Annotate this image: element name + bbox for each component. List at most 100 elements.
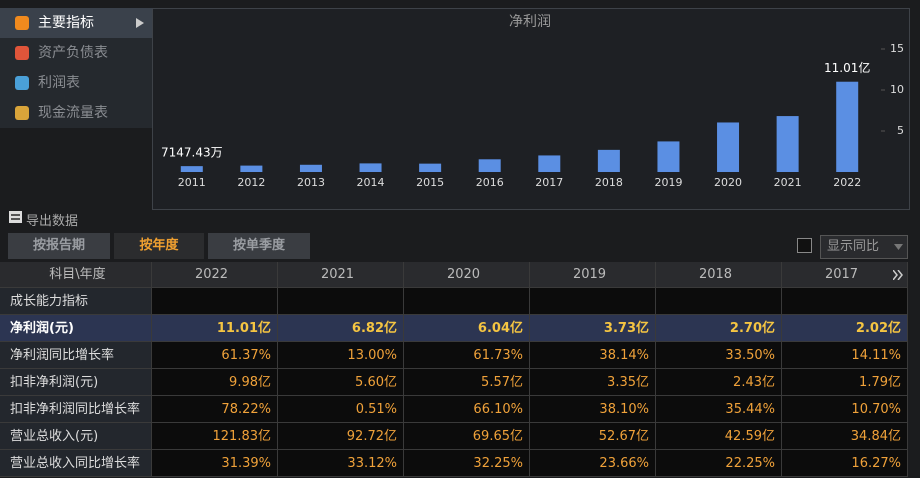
more-columns[interactable] — [893, 270, 903, 280]
bar — [717, 122, 740, 172]
value-cell: 5.57亿 — [404, 369, 530, 396]
value-label: 11.01亿 — [824, 60, 870, 75]
value-cell: 69.65亿 — [404, 423, 530, 450]
tab[interactable]: 按报告期 — [8, 233, 110, 259]
value-cell: 31.39% — [152, 450, 278, 477]
header-cell: 2022 — [152, 262, 278, 288]
sidebar-icon — [15, 106, 29, 120]
value-cell: 52.67亿 — [530, 423, 656, 450]
value-cell: 38.14% — [530, 342, 656, 369]
value-cell: 78.22% — [152, 396, 278, 423]
value-cell: 61.73% — [404, 342, 530, 369]
x-tick-label: 2021 — [774, 176, 802, 189]
value-cell: 23.66% — [530, 450, 656, 477]
sidebar-icon — [15, 46, 29, 60]
bar — [419, 163, 442, 172]
value-cell: 33.12% — [278, 450, 404, 477]
x-tick-label: 2013 — [297, 176, 325, 189]
value-cell: 14.11% — [782, 342, 908, 369]
value-cell — [404, 288, 530, 315]
y-tick-label: 10 — [890, 83, 904, 96]
value-cell: 6.04亿 — [404, 315, 530, 342]
y-tick-label: 5 — [897, 124, 904, 137]
header-cell: 2019 — [530, 262, 656, 288]
value-cell — [656, 288, 782, 315]
yoy-checkbox[interactable] — [797, 238, 812, 253]
bar — [776, 116, 799, 172]
bar — [240, 165, 263, 172]
header-cell: 2021 — [278, 262, 404, 288]
bar — [657, 141, 680, 172]
row-label: 营业总收入(元) — [0, 423, 152, 450]
x-tick-label: 2018 — [595, 176, 623, 189]
value-cell: 35.44% — [656, 396, 782, 423]
value-cell: 121.83亿 — [152, 423, 278, 450]
value-cell: 42.59亿 — [656, 423, 782, 450]
value-cell: 3.35亿 — [530, 369, 656, 396]
x-tick-label: 2020 — [714, 176, 742, 189]
value-cell: 6.82亿 — [278, 315, 404, 342]
header-cell: 科目\年度 — [0, 262, 152, 288]
value-cell — [782, 288, 908, 315]
header-cell: 2020 — [404, 262, 530, 288]
value-cell: 13.00% — [278, 342, 404, 369]
table: 科目\年度 2022 2021 2020 2019 2018 2017 成长能力指标 净利润(元… — [0, 262, 920, 478]
yoy-select[interactable]: 显示同比 — [820, 235, 908, 259]
x-tick-label: 2014 — [357, 176, 385, 189]
value-cell: 32.25% — [404, 450, 530, 477]
sidebar-icon — [15, 76, 29, 90]
export-data[interactable]: 导出数据 — [26, 214, 79, 229]
bar — [359, 163, 382, 172]
row-label: 扣非净利润(元) — [0, 369, 152, 396]
bar — [180, 166, 203, 172]
bar — [597, 149, 620, 172]
header-cell: 2018 — [656, 262, 782, 288]
value-cell — [278, 288, 404, 315]
tab[interactable]: 按单季度 — [208, 233, 310, 259]
value-cell: 92.72亿 — [278, 423, 404, 450]
value-cell: 3.73亿 — [530, 315, 656, 342]
value-cell: 16.27% — [782, 450, 908, 477]
bar — [478, 159, 501, 172]
value-cell: 0.51% — [278, 396, 404, 423]
value-cell: 5.60亿 — [278, 369, 404, 396]
tab[interactable]: 按年度 — [114, 233, 204, 259]
row-label: 扣非净利润同比增长率 — [0, 396, 152, 423]
sidebar-item[interactable]: 资产负债表 — [0, 38, 152, 68]
value-cell: 33.50% — [656, 342, 782, 369]
chart-frame — [152, 8, 910, 210]
value-cell: 22.25% — [656, 450, 782, 477]
x-tick-label: 2015 — [416, 176, 444, 189]
row-label: 净利润同比增长率 — [0, 342, 152, 369]
value-label: 7147.43万 — [161, 146, 223, 160]
x-tick-label: 2012 — [237, 176, 265, 189]
sidebar: 主要指标 资产负债表 利润表 现金流量表 — [0, 8, 152, 128]
value-cell: 2.43亿 — [656, 369, 782, 396]
value-cell: 1.79亿 — [782, 369, 908, 396]
value-cell: 34.84亿 — [782, 423, 908, 450]
sidebar-item[interactable]: 现金流量表 — [0, 98, 152, 128]
row-label: 营业总收入同比增长率 — [0, 450, 152, 477]
x-tick-label: 2011 — [178, 176, 206, 189]
chart-title: 净利润 — [509, 14, 551, 30]
y-tick-label: 15 — [890, 42, 904, 55]
value-cell — [530, 288, 656, 315]
value-cell: 11.01亿 — [152, 315, 278, 342]
value-cell: 61.37% — [152, 342, 278, 369]
export-icon[interactable] — [8, 209, 24, 225]
value-cell: 66.10% — [404, 396, 530, 423]
value-cell — [152, 288, 278, 315]
arrow — [136, 18, 144, 28]
sidebar-item[interactable]: 利润表 — [0, 68, 152, 98]
sidebar-item[interactable]: 主要指标 — [0, 8, 152, 38]
x-tick-label: 2019 — [654, 176, 682, 189]
value-cell: 2.70亿 — [656, 315, 782, 342]
header-cell: 2017 — [782, 262, 908, 288]
sidebar-icon — [15, 16, 29, 30]
row-label: 成长能力指标 — [0, 288, 152, 315]
value-cell: 38.10% — [530, 396, 656, 423]
value-cell: 9.98亿 — [152, 369, 278, 396]
bar — [538, 155, 561, 172]
x-tick-label: 2017 — [535, 176, 563, 189]
